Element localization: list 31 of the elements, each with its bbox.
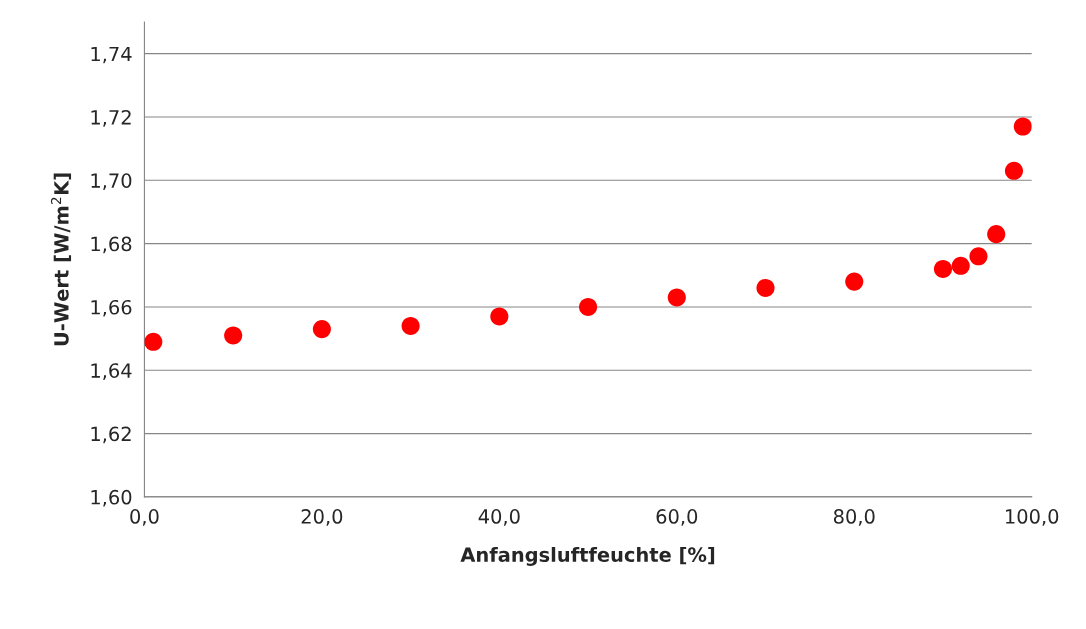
point bbox=[1013, 117, 1032, 136]
point bbox=[667, 288, 686, 307]
point bbox=[144, 332, 163, 351]
point bbox=[933, 259, 953, 279]
y-tick-label: 1,64 bbox=[91, 363, 132, 380]
point bbox=[756, 278, 775, 298]
point bbox=[951, 256, 970, 275]
x-axis-title: Anfangsluftfeuchte [%] bbox=[460, 546, 715, 566]
point bbox=[312, 320, 331, 339]
x-tick-label: 20,0 bbox=[301, 509, 343, 526]
x-tick-label: 0,0 bbox=[130, 509, 159, 526]
point bbox=[845, 272, 864, 291]
x-tick-label: 40,0 bbox=[478, 509, 520, 526]
point bbox=[1004, 161, 1024, 180]
y-tick-label: 1,60 bbox=[91, 489, 132, 507]
x-tick-label: 100,0 bbox=[1006, 509, 1059, 526]
point bbox=[969, 247, 988, 266]
x-tick-label: 60,0 bbox=[656, 509, 698, 526]
y-tick-label: 1,74 bbox=[91, 46, 132, 64]
y-tick-label: 1,66 bbox=[91, 299, 132, 317]
y-axis-title: U-Wert [W/m$^{2}$K] bbox=[50, 173, 72, 346]
y-tick-label: 1,62 bbox=[91, 426, 131, 444]
point bbox=[987, 225, 1006, 244]
y-tick-label: 1,70 bbox=[91, 173, 132, 190]
point bbox=[579, 297, 598, 317]
y-tick-label: 1,68 bbox=[91, 236, 132, 254]
point bbox=[401, 316, 420, 335]
y-tick-label: 1,72 bbox=[91, 109, 131, 127]
x-tick-label: 80,0 bbox=[833, 509, 875, 526]
point bbox=[490, 307, 509, 326]
point bbox=[224, 326, 243, 345]
